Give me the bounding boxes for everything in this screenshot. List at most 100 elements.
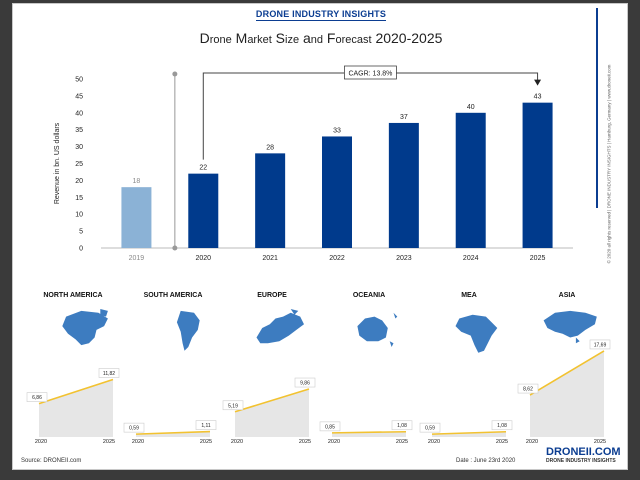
bar [121,187,152,248]
title-char: 2 [375,30,384,46]
region-area [39,379,113,437]
region-map-shape [455,314,498,353]
x-tick-label: 2019 [129,255,145,262]
region-area [235,389,309,437]
region-value-box [98,368,120,378]
y-tick-label: 10 [75,212,83,219]
bar [522,102,553,248]
region-value-label: 6,86 [32,395,42,401]
title-char: S [275,30,286,46]
region-value-box [419,422,441,433]
x-tick-label: 2025 [530,255,546,262]
y-tick-label: 0 [79,246,83,253]
region-trend-line [135,430,211,435]
region-map-shape [176,310,200,351]
region-year-label: 2025 [103,439,115,445]
title-char: F [326,30,336,46]
region-map-shape [543,310,597,344]
region-value-box [222,400,244,411]
region-year-label: 2020 [428,439,440,445]
region-year-label: 2025 [299,439,311,445]
region-title: EUROPE [257,292,287,299]
title-char: a [302,30,311,46]
y-tick-label: 5 [79,229,83,236]
cagr-box [344,65,397,80]
region-year-label: 2020 [35,439,47,445]
title-char: ize [285,34,300,46]
region-trend-line [431,430,507,435]
y-axis-title: Revenue in bn. US dollars [54,122,61,204]
title-char: rone [209,34,232,46]
region-title: MEA [461,292,477,299]
region-value-label: 8,62 [523,387,533,393]
region-value-box [517,383,539,394]
region-value-label: 1,08 [497,423,507,429]
side-rule [596,8,598,208]
title-char: nd [310,34,324,46]
date-note: Date : June 23rd 2020 [456,458,516,464]
region-value-label: 5,19 [228,403,238,409]
title-char: arket [247,34,272,46]
region-year-label: 2025 [396,439,408,445]
region-value-label: 0,59 [425,426,435,432]
chart-title: Drone Market Size and Forecast 2020-2025 [13,30,627,46]
bar [322,136,352,248]
region-trend-line [529,350,605,396]
separator-dot [172,245,178,251]
region-value-box [391,420,413,431]
region-value-box [195,420,217,430]
separator-dot [172,71,178,77]
header-brand-rest: INDUSTRY INSIGHTS [289,9,387,19]
region-year-label: 2020 [328,439,340,445]
region-value-box [123,422,145,433]
region-trend-line [234,388,310,413]
region-value-label: 1,08 [397,423,407,429]
region-value-label: 9,86 [300,381,310,387]
region-value-box [491,420,513,431]
region-area [530,350,604,437]
region-value-box [589,339,611,350]
region-title: NORTH AMERICA [43,292,103,299]
source-note: Source: DRONEII.com [21,458,82,464]
y-tick-label: 35 [75,127,83,134]
bar-value-label: 43 [534,94,542,101]
region-value-box [26,392,48,402]
region-year-label: 2020 [526,439,538,445]
region-title: SOUTH AMERICA [143,292,203,299]
title-char: M [235,30,248,46]
bar [255,153,286,248]
cagr-label: CAGR: 13.8% [348,71,392,78]
infographic: DRONE INDUSTRY INSIGHTS Drone Market Siz… [12,3,628,470]
region-value-box [319,421,341,432]
title-char: 020-2025 [383,30,443,46]
region-map-shape [256,309,304,344]
region-map-shape [62,309,108,346]
bar-value-label: 40 [467,104,475,111]
region-year-label: 2025 [594,439,606,445]
x-tick-label: 2022 [329,255,345,262]
region-map-shape [357,312,398,347]
region-value-label: 0,59 [129,426,139,432]
cagr-arrowhead [534,79,542,86]
y-tick-label: 50 [75,77,83,84]
header-brand-strong: DRONE [255,9,290,19]
footer-logo: DRONEII.COM DRONE INDUSTRY INSIGHTS [546,446,621,465]
region-year-label: 2025 [496,439,508,445]
region-trend-line [38,378,114,405]
x-tick-label: 2023 [396,255,412,262]
bar-value-label: 33 [333,127,341,134]
region-title: ASIA [558,292,576,299]
footer-logo-main: DRONEII.COM [546,446,621,458]
region-value-label: 11,82 [103,371,115,377]
footer-logo-sub: DRONE INDUSTRY INSIGHTS [546,458,616,464]
region-year-label: 2020 [132,439,144,445]
cagr-bracket [202,72,539,160]
x-tick-label: 2024 [463,255,479,262]
y-tick-label: 30 [75,144,83,151]
region-value-label: 17,69 [594,342,607,348]
title-char: D [199,30,210,46]
region-year-label: 2020 [231,439,243,445]
bar-value-label: 18 [133,178,141,185]
y-tick-label: 45 [75,93,83,100]
y-tick-label: 20 [75,178,83,185]
